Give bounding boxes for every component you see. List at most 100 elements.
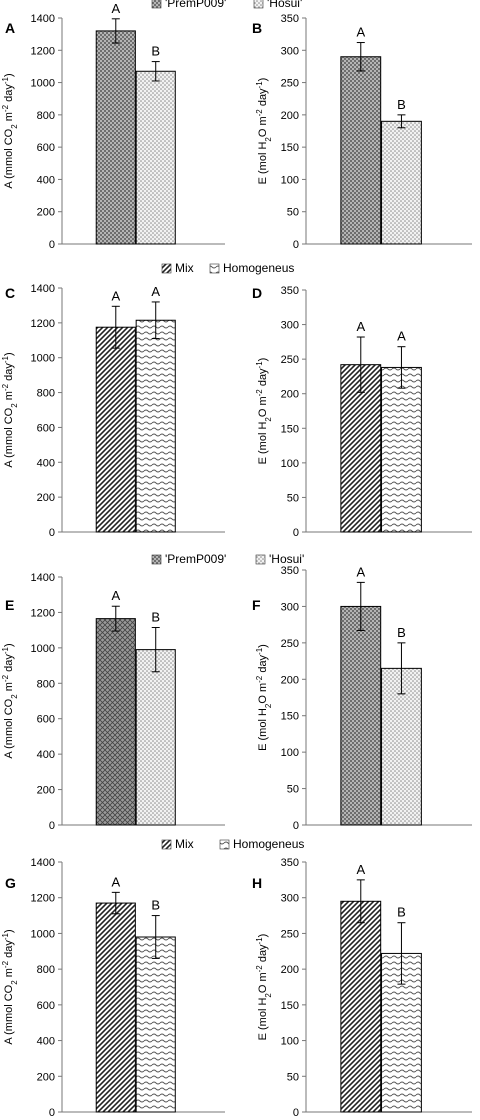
y-tick-label: 0 [293, 527, 299, 539]
y-tick-label: 1000 [31, 643, 55, 655]
legend-label: 'PremP009' [165, 552, 226, 566]
legend-swatch [161, 839, 172, 850]
panel-G: G 0 200 400 600 800 1000 1200 1400 A (mmol CO2 m-… [1, 857, 225, 1119]
significance-letter: A [356, 319, 365, 334]
y-tick-label: 150 [281, 1000, 299, 1012]
y-tick-label: 200 [281, 674, 299, 686]
panel-E: E 0 200 400 600 800 1000 1200 1400 A (mmol CO2 m-… [1, 572, 225, 832]
bar [135, 649, 176, 826]
significance-letter: A [151, 284, 160, 299]
legend-swatch [151, 554, 162, 565]
y-tick-label: 400 [37, 174, 55, 186]
significance-letter: A [356, 564, 365, 579]
y-tick-label: 300 [281, 601, 299, 613]
y-tick-label: 400 [37, 457, 55, 469]
significance-letter: A [111, 1, 120, 16]
y-tick-label: 200 [37, 785, 55, 797]
y-tick-label: 50 [287, 492, 299, 504]
y-tick-label: 1000 [31, 353, 55, 365]
bar [340, 56, 382, 245]
panel-letter: E [5, 597, 14, 613]
significance-letter: A [111, 288, 120, 303]
legend-label: 'PremP009' [165, 0, 226, 10]
y-tick-label: 300 [281, 45, 299, 57]
bar [381, 120, 422, 245]
y-axis-title: E (mol H2O m-2 day-1) [255, 78, 273, 185]
legend-label: Homogeneus [233, 837, 304, 851]
y-tick-label: 800 [37, 964, 55, 976]
panel-letter: F [252, 597, 261, 613]
y-tick-label: 100 [281, 458, 299, 470]
y-tick-label: 350 [281, 565, 299, 577]
y-tick-label: 0 [49, 1107, 55, 1119]
significance-letter: A [111, 874, 120, 889]
y-tick-label: 200 [37, 1071, 55, 1083]
legend-swatch [219, 839, 230, 850]
y-tick-label: 100 [281, 174, 299, 186]
y-tick-label: 150 [281, 423, 299, 435]
y-tick-label: 400 [37, 749, 55, 761]
significance-letter: B [397, 905, 406, 920]
y-tick-label: 250 [281, 638, 299, 650]
y-tick-label: 200 [37, 492, 55, 504]
panel-letter: A [5, 20, 15, 36]
y-tick-label: 0 [293, 820, 299, 832]
y-axis-title: A (mmol CO2 m-2 day-1) [1, 929, 19, 1044]
bar [95, 326, 136, 533]
y-tick-label: 600 [37, 714, 55, 726]
legend-label: 'Hosui' [267, 0, 302, 10]
significance-letter: A [111, 588, 120, 603]
y-tick-label: 150 [281, 711, 299, 723]
bar [135, 936, 176, 1113]
legend-3: 'PremP009' 'Hosui' [151, 552, 304, 566]
panel-H: H 0 50 100 150 200 250 300 350 E (mol H2O m-2 day… [252, 857, 472, 1119]
legend-label: Homogeneus [223, 261, 294, 275]
y-tick-label: 50 [287, 784, 299, 796]
y-axis-title: E (mol H2O m-2 day-1) [255, 644, 273, 751]
y-axis-title: A (mmol CO2 m-2 day-1) [1, 352, 19, 467]
y-tick-label: 1200 [31, 607, 55, 619]
y-axis-title: E (mol H2O m-2 day-1) [255, 358, 273, 465]
y-tick-label: 200 [281, 964, 299, 976]
y-tick-label: 600 [37, 1000, 55, 1012]
y-tick-label: 1400 [31, 13, 55, 25]
legend-swatch [209, 263, 220, 274]
panel-letter: B [252, 20, 262, 36]
y-tick-label: 250 [281, 78, 299, 90]
y-tick-label: 200 [37, 207, 55, 219]
panel-letter: D [252, 285, 262, 301]
y-axis-title: E (mol H2O m-2 day-1) [255, 934, 273, 1041]
y-tick-label: 0 [49, 820, 55, 832]
legend-1: 'PremP009' 'Hosui' [151, 0, 302, 10]
significance-letter: B [397, 625, 406, 640]
y-tick-label: 0 [293, 239, 299, 251]
y-tick-label: 200 [281, 389, 299, 401]
y-tick-label: 600 [37, 142, 55, 154]
panel-F: F 0 50 100 150 200 250 300 350 E (mol H2O m-2 day… [252, 564, 472, 832]
legend-label: Mix [175, 261, 194, 275]
bar [381, 667, 422, 826]
significance-letter: B [397, 97, 406, 112]
bar [340, 605, 382, 826]
legend-label: 'Hosui' [269, 552, 304, 566]
panel-letter: G [5, 875, 16, 891]
y-tick-label: 0 [49, 239, 55, 251]
y-tick-label: 800 [37, 110, 55, 122]
y-tick-label: 0 [49, 527, 55, 539]
y-tick-label: 250 [281, 354, 299, 366]
y-tick-label: 600 [37, 422, 55, 434]
y-tick-label: 200 [281, 110, 299, 122]
bar [381, 366, 422, 533]
legend-swatch [253, 0, 264, 9]
significance-letter: B [151, 898, 160, 913]
bar [135, 319, 176, 533]
significance-letter: A [356, 862, 365, 877]
legend-label: Mix [175, 837, 194, 851]
y-tick-label: 350 [281, 857, 299, 869]
panel-C: C 0 200 400 600 800 1000 1200 1400 A (mmol CO2 m-… [1, 283, 225, 539]
y-tick-label: 1400 [31, 857, 55, 869]
y-tick-label: 300 [281, 320, 299, 332]
y-tick-label: 800 [37, 388, 55, 400]
y-tick-label: 350 [281, 13, 299, 25]
